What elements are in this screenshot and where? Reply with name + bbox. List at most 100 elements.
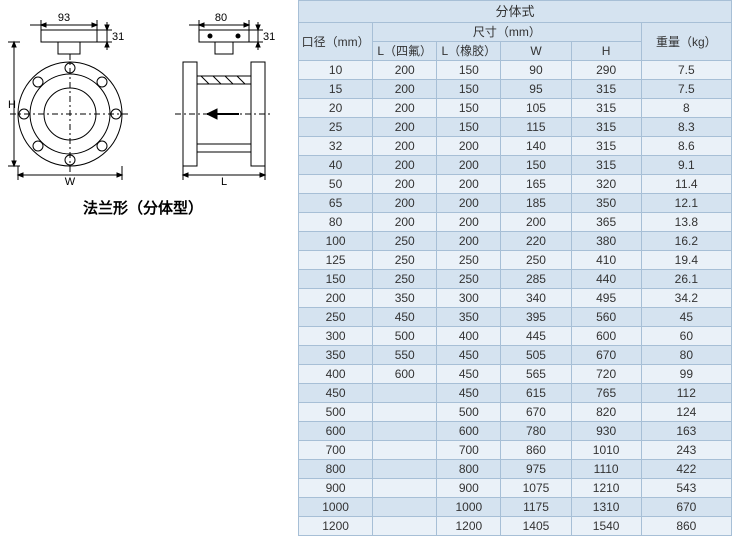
- table-cell: 615: [501, 384, 571, 403]
- table-row: 322002001403158.6: [299, 137, 732, 156]
- dim-side-top-w: 80: [215, 12, 227, 24]
- table-cell: 200: [373, 137, 437, 156]
- table-cell: 900: [299, 479, 373, 498]
- table-cell: [373, 460, 437, 479]
- table-row: 35055045050567080: [299, 346, 732, 365]
- table-row: 600600780930163: [299, 422, 732, 441]
- table-row: 25045035039556045: [299, 308, 732, 327]
- table-cell: 422: [641, 460, 731, 479]
- table-cell: 7.5: [641, 61, 731, 80]
- table-cell: 250: [299, 308, 373, 327]
- table-cell: 150: [437, 80, 501, 99]
- table-cell: 60: [641, 327, 731, 346]
- table-cell: 500: [299, 403, 373, 422]
- table-cell: 285: [501, 270, 571, 289]
- table-cell: 1210: [571, 479, 641, 498]
- table-cell: 7.5: [641, 80, 731, 99]
- table-cell: 243: [641, 441, 731, 460]
- table-cell: 40: [299, 156, 373, 175]
- table-cell: 150: [501, 156, 571, 175]
- table-cell: 900: [437, 479, 501, 498]
- table-row: 202001501053158: [299, 99, 732, 118]
- table-cell: 315: [571, 118, 641, 137]
- table-cell: 80: [641, 346, 731, 365]
- table-cell: 250: [373, 270, 437, 289]
- table-cell: 115: [501, 118, 571, 137]
- table-cell: 560: [571, 308, 641, 327]
- table-cell: 800: [437, 460, 501, 479]
- table-cell: 200: [373, 118, 437, 137]
- table-cell: 250: [437, 270, 501, 289]
- table-row: 10025020022038016.2: [299, 232, 732, 251]
- table-cell: 185: [501, 194, 571, 213]
- table-cell: 150: [437, 99, 501, 118]
- diagram-panel: 93 31: [0, 0, 298, 554]
- table-cell: [373, 422, 437, 441]
- table-cell: 200: [501, 213, 571, 232]
- table-row: 30050040044560060: [299, 327, 732, 346]
- table-row: 15200150953157.5: [299, 80, 732, 99]
- table-cell: [373, 441, 437, 460]
- table-cell: [373, 517, 437, 536]
- table-cell: 1000: [437, 498, 501, 517]
- table-panel: 分体式 口径（mm） 尺寸（mm） 重量（kg） L（四氟）L（橡胶）WH 10…: [298, 0, 732, 554]
- table-cell: 8: [641, 99, 731, 118]
- table-cell: 200: [373, 99, 437, 118]
- table-cell: 365: [571, 213, 641, 232]
- table-cell: 45: [641, 308, 731, 327]
- table-cell: 820: [571, 403, 641, 422]
- table-cell: 200: [437, 232, 501, 251]
- table-cell: 13.8: [641, 213, 731, 232]
- table-cell: 8.3: [641, 118, 731, 137]
- table-cell: 600: [373, 365, 437, 384]
- table-cell: 315: [571, 137, 641, 156]
- table-cell: 1000: [299, 498, 373, 517]
- table-cell: 8.6: [641, 137, 731, 156]
- table-row: 12525025025041019.4: [299, 251, 732, 270]
- table-cell: 50: [299, 175, 373, 194]
- table-cell: 10: [299, 61, 373, 80]
- table-cell: 410: [571, 251, 641, 270]
- table-row: 5020020016532011.4: [299, 175, 732, 194]
- table-cell: 165: [501, 175, 571, 194]
- table-cell: 450: [437, 365, 501, 384]
- table-cell: 495: [571, 289, 641, 308]
- table-cell: 350: [373, 289, 437, 308]
- table-cell: 500: [373, 327, 437, 346]
- table-cell: 450: [373, 308, 437, 327]
- table-cell: 315: [571, 80, 641, 99]
- table-cell: 860: [641, 517, 731, 536]
- table-cell: 440: [571, 270, 641, 289]
- table-cell: 1540: [571, 517, 641, 536]
- table-cell: 400: [299, 365, 373, 384]
- table-cell: 565: [501, 365, 571, 384]
- table-cell: 16.2: [641, 232, 731, 251]
- flange-side-diagram: 80 31: [171, 10, 291, 185]
- table-cell: 140: [501, 137, 571, 156]
- table-row: 6520020018535012.1: [299, 194, 732, 213]
- table-cell: 450: [437, 346, 501, 365]
- dim-L: L: [221, 176, 227, 185]
- table-cell: 12.1: [641, 194, 731, 213]
- table-cell: 700: [437, 441, 501, 460]
- table-row: 252001501153158.3: [299, 118, 732, 137]
- table-cell: 150: [437, 61, 501, 80]
- table-cell: 200: [373, 61, 437, 80]
- table-cell: 95: [501, 80, 571, 99]
- table-row: 1000100011751310670: [299, 498, 732, 517]
- table-cell: 800: [299, 460, 373, 479]
- table-cell: 670: [571, 346, 641, 365]
- table-cell: 65: [299, 194, 373, 213]
- col-weight: 重量（kg）: [641, 23, 731, 61]
- table-cell: 200: [437, 175, 501, 194]
- table-cell: 600: [437, 422, 501, 441]
- table-row: 450450615765112: [299, 384, 732, 403]
- table-cell: 34.2: [641, 289, 731, 308]
- table-cell: 450: [299, 384, 373, 403]
- table-row: 40060045056572099: [299, 365, 732, 384]
- table-cell: 200: [373, 175, 437, 194]
- table-cell: 700: [299, 441, 373, 460]
- table-cell: 1310: [571, 498, 641, 517]
- table-cell: 1200: [437, 517, 501, 536]
- table-cell: 765: [571, 384, 641, 403]
